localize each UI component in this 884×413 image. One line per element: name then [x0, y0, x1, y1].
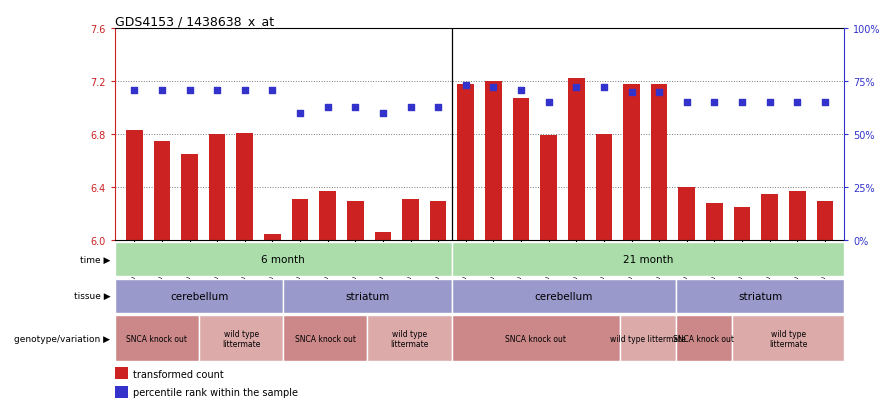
Bar — [237, 133, 253, 241]
Bar — [181, 155, 198, 241]
Point — [321, 104, 335, 111]
Point — [265, 87, 279, 94]
Point — [624, 89, 638, 96]
Point — [486, 85, 500, 92]
Point — [707, 100, 721, 107]
Point — [735, 100, 749, 107]
Point — [403, 104, 417, 111]
Bar — [761, 195, 778, 241]
Bar — [154, 142, 170, 241]
Point — [514, 87, 528, 94]
Point — [182, 87, 196, 94]
Bar — [430, 201, 446, 241]
Bar — [485, 82, 502, 241]
FancyBboxPatch shape — [283, 279, 452, 313]
FancyBboxPatch shape — [283, 316, 368, 361]
FancyBboxPatch shape — [452, 243, 844, 276]
Bar — [623, 85, 640, 241]
Point — [155, 87, 169, 94]
FancyBboxPatch shape — [115, 316, 199, 361]
Bar — [115, 368, 128, 380]
Point — [459, 83, 473, 90]
FancyBboxPatch shape — [732, 316, 844, 361]
FancyBboxPatch shape — [676, 279, 844, 313]
Text: genotype/variation ▶: genotype/variation ▶ — [14, 334, 110, 343]
Point — [293, 110, 307, 117]
Text: wild type
littermate: wild type littermate — [222, 329, 260, 348]
Text: wild type
littermate: wild type littermate — [390, 329, 429, 348]
Point — [818, 100, 832, 107]
Text: 21 month: 21 month — [622, 254, 673, 265]
Bar — [319, 192, 336, 241]
Bar — [209, 135, 225, 241]
Bar — [513, 99, 530, 241]
Point — [652, 89, 667, 96]
Point — [238, 87, 252, 94]
Bar — [375, 233, 392, 241]
Bar — [115, 386, 128, 398]
Text: wild type littermate: wild type littermate — [610, 334, 686, 343]
Text: striatum: striatum — [738, 291, 782, 301]
Point — [348, 104, 362, 111]
Point — [680, 100, 694, 107]
FancyBboxPatch shape — [115, 279, 283, 313]
Bar — [568, 79, 584, 241]
FancyBboxPatch shape — [115, 243, 452, 276]
Text: time ▶: time ▶ — [80, 255, 110, 264]
FancyBboxPatch shape — [620, 316, 676, 361]
Point — [210, 87, 225, 94]
Point — [376, 110, 390, 117]
Text: cerebellum: cerebellum — [535, 291, 593, 301]
FancyBboxPatch shape — [199, 316, 283, 361]
Bar — [817, 201, 834, 241]
Bar — [734, 208, 751, 241]
Bar — [126, 131, 142, 241]
Point — [790, 100, 804, 107]
Text: SNCA knock out: SNCA knock out — [505, 334, 566, 343]
Bar — [402, 200, 419, 241]
FancyBboxPatch shape — [452, 279, 676, 313]
Bar — [706, 204, 723, 241]
Bar — [264, 234, 281, 241]
Bar — [540, 136, 557, 241]
Bar — [458, 85, 474, 241]
Bar — [347, 201, 363, 241]
Bar — [292, 200, 309, 241]
FancyBboxPatch shape — [676, 316, 732, 361]
Text: SNCA knock out: SNCA knock out — [674, 334, 735, 343]
Text: 6 month: 6 month — [262, 254, 305, 265]
Point — [542, 100, 556, 107]
Text: tissue ▶: tissue ▶ — [74, 292, 110, 300]
Text: percentile rank within the sample: percentile rank within the sample — [133, 387, 298, 397]
Text: SNCA knock out: SNCA knock out — [294, 334, 355, 343]
Bar — [651, 85, 667, 241]
Point — [569, 85, 583, 92]
Text: wild type
littermate: wild type littermate — [769, 329, 807, 348]
Bar — [789, 192, 805, 241]
FancyBboxPatch shape — [368, 316, 452, 361]
Point — [763, 100, 777, 107]
Text: GDS4153 / 1438638_x_at: GDS4153 / 1438638_x_at — [115, 15, 274, 28]
FancyBboxPatch shape — [452, 316, 620, 361]
Point — [597, 85, 611, 92]
Text: cerebellum: cerebellum — [170, 291, 228, 301]
Bar — [596, 135, 613, 241]
Text: transformed count: transformed count — [133, 369, 224, 379]
Point — [431, 104, 446, 111]
Text: striatum: striatum — [346, 291, 390, 301]
Point — [127, 87, 141, 94]
Text: SNCA knock out: SNCA knock out — [126, 334, 187, 343]
Bar — [679, 188, 695, 241]
